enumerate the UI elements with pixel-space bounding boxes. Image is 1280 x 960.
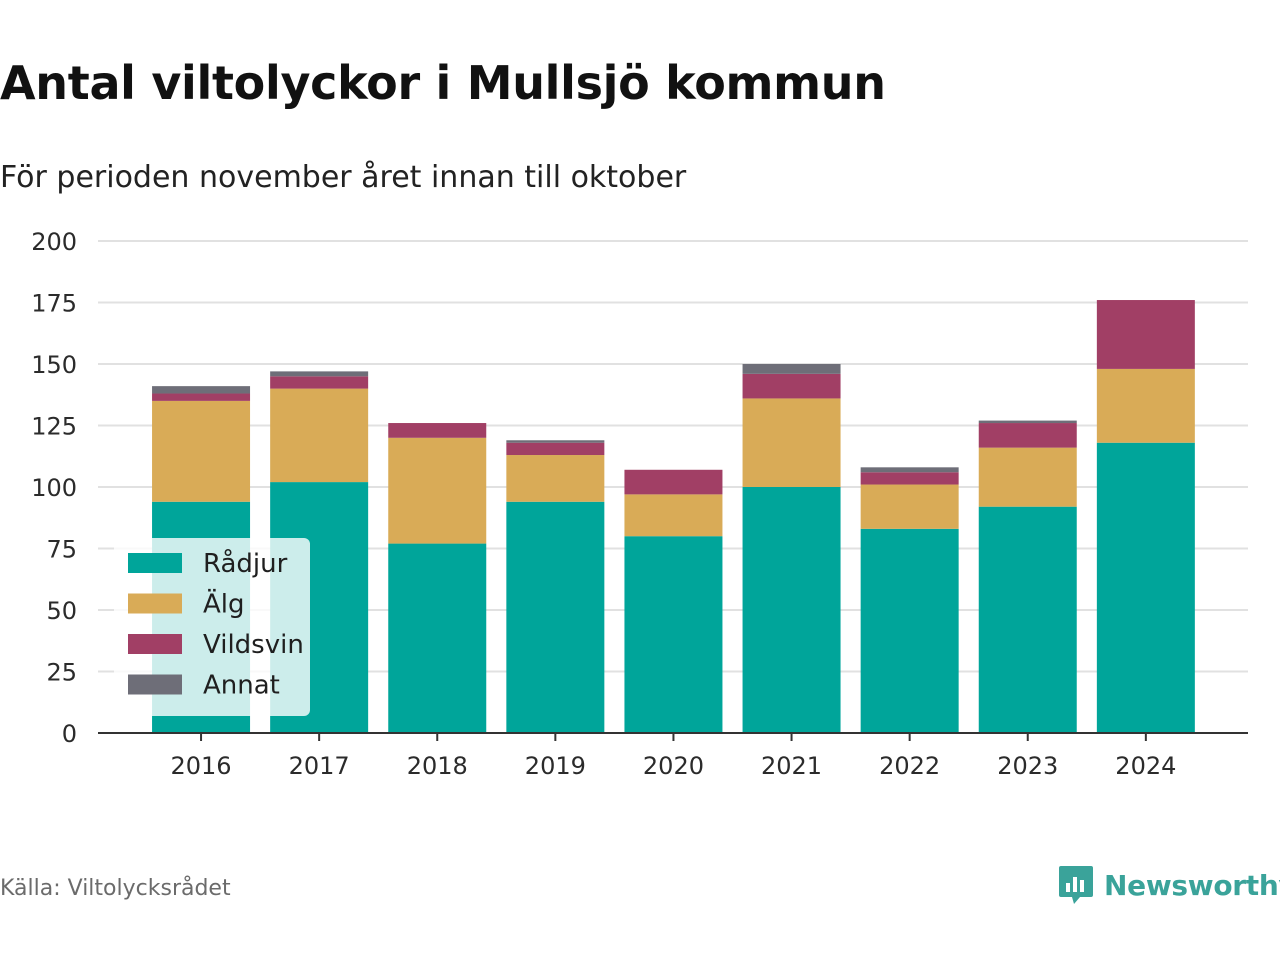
brand-logo: Newsworthy (1058, 862, 1280, 908)
y-tick-label: 100 (31, 474, 77, 502)
bar-segment (506, 501, 605, 733)
bar-segment (860, 467, 959, 473)
x-tick-label: 2023 (997, 752, 1058, 780)
bar-segment (742, 373, 841, 399)
x-tick-label: 2024 (1115, 752, 1176, 780)
bar-segment (388, 543, 487, 733)
legend-label: Rådjur (203, 548, 288, 579)
bar-segment (978, 506, 1077, 733)
bar-segment (742, 364, 841, 374)
legend-swatch (128, 593, 182, 614)
y-tick-label: 150 (31, 351, 77, 379)
bar-segment (978, 420, 1077, 424)
x-tick-label: 2018 (407, 752, 468, 780)
bar-segment (742, 487, 841, 733)
bar-segment (860, 472, 959, 485)
x-tick-label: 2017 (289, 752, 350, 780)
bar-segment (624, 536, 723, 733)
y-tick-label: 175 (31, 290, 77, 318)
bar-segment (152, 400, 251, 502)
x-tick-label: 2019 (525, 752, 586, 780)
y-tick-label: 200 (31, 228, 77, 256)
bar-segment (506, 440, 605, 443)
bar-segment (1096, 442, 1195, 733)
bar-segment (742, 398, 841, 487)
bar-segment (270, 388, 369, 483)
x-tick-label: 2016 (171, 752, 232, 780)
legend-label: Vildsvin (203, 630, 304, 660)
bar-segment (506, 442, 605, 456)
bar-segment (978, 447, 1077, 507)
bar-segment (388, 437, 487, 544)
legend-swatch (128, 634, 182, 654)
bar-segment (270, 371, 369, 377)
x-tick-label: 2022 (879, 752, 940, 780)
legend-swatch (128, 674, 182, 695)
legend-box (114, 538, 310, 716)
legend-label: Älg (203, 588, 245, 620)
bar-segment (860, 484, 959, 529)
chart-subtitle: För perioden november året innan till ok… (0, 160, 687, 195)
bar-segment (624, 494, 723, 537)
source-note: Källa: Viltolycksrådet (0, 876, 231, 901)
y-tick-label: 75 (46, 536, 77, 564)
y-tick-label: 0 (62, 720, 77, 748)
bar-segment (270, 376, 369, 389)
bar-segment (1096, 368, 1195, 443)
bar-segment (624, 469, 723, 495)
x-tick-label: 2021 (761, 752, 822, 780)
brand-name: Newsworthy (1104, 868, 1280, 902)
y-tick-label: 50 (46, 597, 77, 625)
newsworthy-logo-icon (1059, 866, 1093, 904)
bar-segment (506, 455, 605, 502)
bar-segment (978, 423, 1077, 448)
bar-segment (152, 386, 251, 394)
y-tick-label: 25 (46, 659, 77, 687)
x-tick-label: 2020 (643, 752, 704, 780)
bar-segment (388, 423, 487, 438)
y-tick-label: 125 (31, 413, 77, 441)
legend-swatch (128, 553, 182, 573)
bar-segment (1096, 300, 1195, 369)
chart-title: Antal viltolyckor i Mullsjö kommun (0, 56, 886, 110)
legend-label: Annat (203, 671, 280, 701)
bar-segment (860, 528, 959, 733)
bar-segment (152, 393, 251, 401)
